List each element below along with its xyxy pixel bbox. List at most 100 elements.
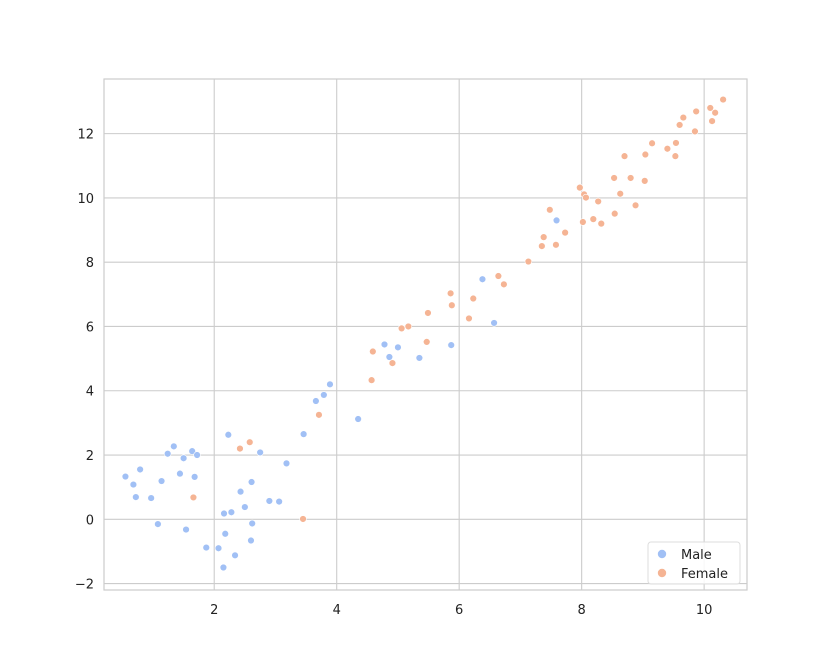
male-point	[193, 451, 201, 459]
female-point	[299, 515, 307, 523]
male-point	[231, 551, 239, 559]
axis-ticks: 2 4 6 8 10 −2 0 2 4 6 8 10 12	[75, 128, 713, 618]
male-point	[248, 519, 256, 528]
female-point	[524, 257, 533, 266]
female-point	[546, 206, 554, 214]
male-point	[188, 447, 196, 455]
legend-label-male: Male	[681, 548, 712, 563]
male-point	[179, 454, 188, 462]
female-point	[648, 139, 656, 147]
male-point	[326, 380, 334, 389]
female-point	[469, 294, 477, 303]
male-point	[154, 520, 162, 528]
male-point	[219, 563, 228, 572]
male-point	[220, 509, 228, 518]
male-point	[394, 343, 402, 352]
female-point	[367, 376, 376, 384]
male-point	[236, 487, 245, 496]
female-point	[369, 347, 377, 356]
female-point	[561, 228, 569, 237]
female-point	[597, 219, 605, 228]
female-point	[706, 104, 714, 112]
grid	[104, 79, 747, 590]
female-point	[641, 150, 650, 159]
female-point	[576, 183, 584, 192]
female-point	[538, 242, 546, 250]
female-point	[675, 121, 684, 129]
female-point	[719, 95, 727, 104]
female-point	[315, 411, 323, 419]
male-point	[227, 508, 236, 516]
female-point	[671, 152, 680, 160]
female-point	[692, 107, 700, 116]
male-point	[275, 497, 283, 506]
male-point	[312, 397, 320, 405]
y-tick-label: 4	[86, 385, 94, 400]
female-point	[672, 139, 680, 147]
y-tick-label: 12	[77, 128, 94, 143]
y-tick-label: 8	[86, 256, 94, 271]
x-tick-label: 6	[455, 603, 463, 618]
male-point	[170, 442, 178, 451]
male-point	[202, 543, 210, 552]
female-point	[552, 241, 560, 249]
legend-box	[647, 541, 741, 585]
female-point	[626, 174, 635, 182]
male-point	[299, 430, 308, 438]
male-point	[447, 341, 455, 349]
male-point	[265, 497, 274, 505]
female-point	[616, 190, 624, 198]
male-point	[415, 354, 424, 362]
y-tick-label: −2	[75, 578, 94, 593]
female-point	[691, 127, 699, 136]
male-point	[256, 448, 264, 457]
male-point	[490, 319, 498, 327]
male-point	[247, 536, 255, 545]
y-tick-label: 0	[86, 513, 94, 528]
male-point	[147, 494, 155, 502]
female-point	[631, 201, 640, 210]
male-point	[385, 353, 394, 361]
female-point	[711, 109, 719, 117]
female-point	[500, 280, 508, 289]
x-tick-label: 2	[210, 603, 218, 618]
male-point	[190, 473, 199, 481]
male-point	[380, 340, 389, 349]
legend-marker-male	[657, 549, 667, 559]
female-point	[448, 301, 456, 309]
legend-label-female: Female	[681, 567, 728, 582]
female-point	[423, 338, 431, 346]
plot-frame	[103, 78, 748, 591]
female-point	[397, 324, 406, 333]
legend: Male Female	[647, 541, 741, 585]
x-tick-label: 10	[696, 603, 713, 618]
y-tick-label: 10	[77, 192, 94, 207]
male-point	[176, 469, 184, 478]
female-point	[589, 215, 597, 223]
y-tick-label: 2	[86, 449, 94, 464]
female-point	[424, 309, 432, 317]
female-point	[641, 177, 649, 185]
female-point	[446, 289, 455, 298]
female-point	[620, 152, 629, 160]
x-tick-label: 8	[578, 603, 586, 618]
female-point	[539, 233, 548, 241]
female-point	[610, 174, 618, 182]
male-point	[224, 431, 233, 439]
male-point	[247, 478, 256, 486]
male-point	[241, 503, 249, 511]
male-point	[182, 525, 190, 534]
female-point	[465, 314, 473, 323]
legend-marker-female	[657, 568, 667, 578]
female-point	[246, 438, 254, 446]
female-point	[189, 493, 198, 502]
y-tick-label: 6	[86, 320, 94, 335]
female-point	[594, 197, 602, 206]
female-point	[388, 359, 397, 367]
male-point	[221, 530, 229, 538]
male-point	[214, 544, 223, 552]
female-point	[582, 193, 590, 202]
data-points	[121, 95, 727, 572]
